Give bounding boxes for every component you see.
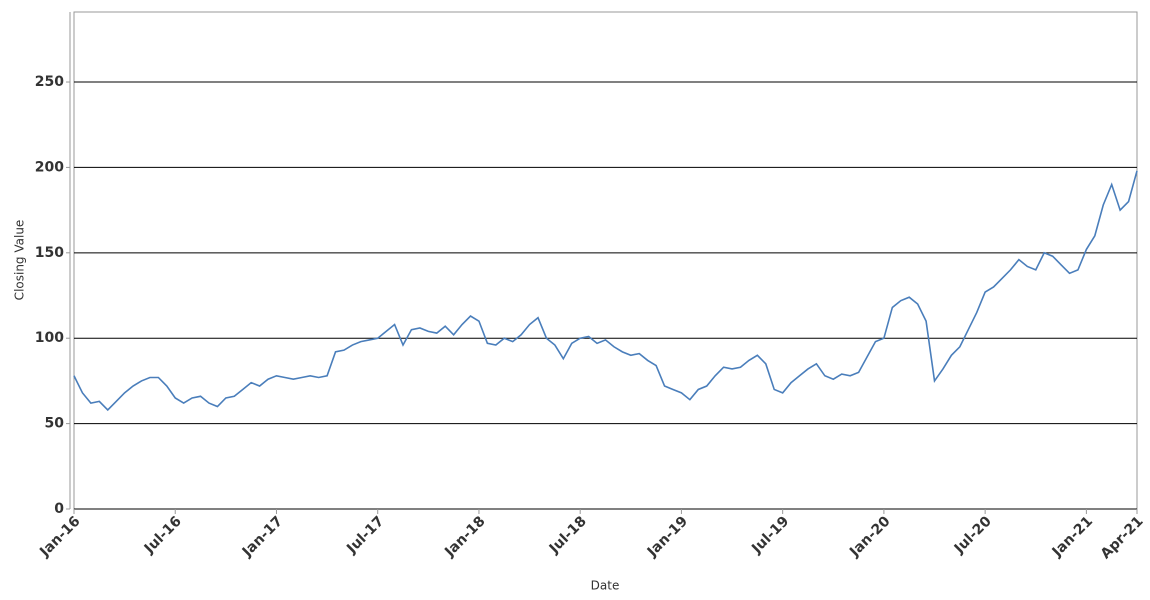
y-axis-label: Closing Value (13, 220, 27, 301)
y-tick-label: 250 (35, 74, 64, 90)
data-line (73, 170, 1138, 412)
x-tick-label: Jan-17 (239, 513, 286, 560)
x-tick-label: Jul-20 (951, 513, 995, 557)
x-tick-label: Jul-18 (546, 513, 590, 557)
y-tick-label: 200 (35, 159, 64, 175)
x-tick-label: Apr-21 (1098, 513, 1147, 562)
plot-frame (73, 11, 1138, 510)
x-tick-label: Jul-16 (141, 513, 185, 557)
x-tick-label: Jan-19 (644, 513, 691, 560)
x-tick-label: Jan-20 (846, 513, 893, 560)
y-tick-label: 100 (35, 330, 64, 346)
y-tick-label: 50 (45, 416, 65, 432)
x-axis-label: Date (591, 579, 620, 593)
x-tick-label: Jul-17 (343, 513, 387, 557)
y-tick-label: 150 (35, 245, 64, 261)
x-tick-label: Jul-19 (748, 513, 792, 557)
x-tick-label: Jan-16 (36, 513, 83, 560)
x-tick-label: Jan-18 (441, 513, 488, 560)
x-tick-label: Jan-21 (1049, 513, 1096, 560)
y-tick-label: 0 (54, 501, 64, 517)
